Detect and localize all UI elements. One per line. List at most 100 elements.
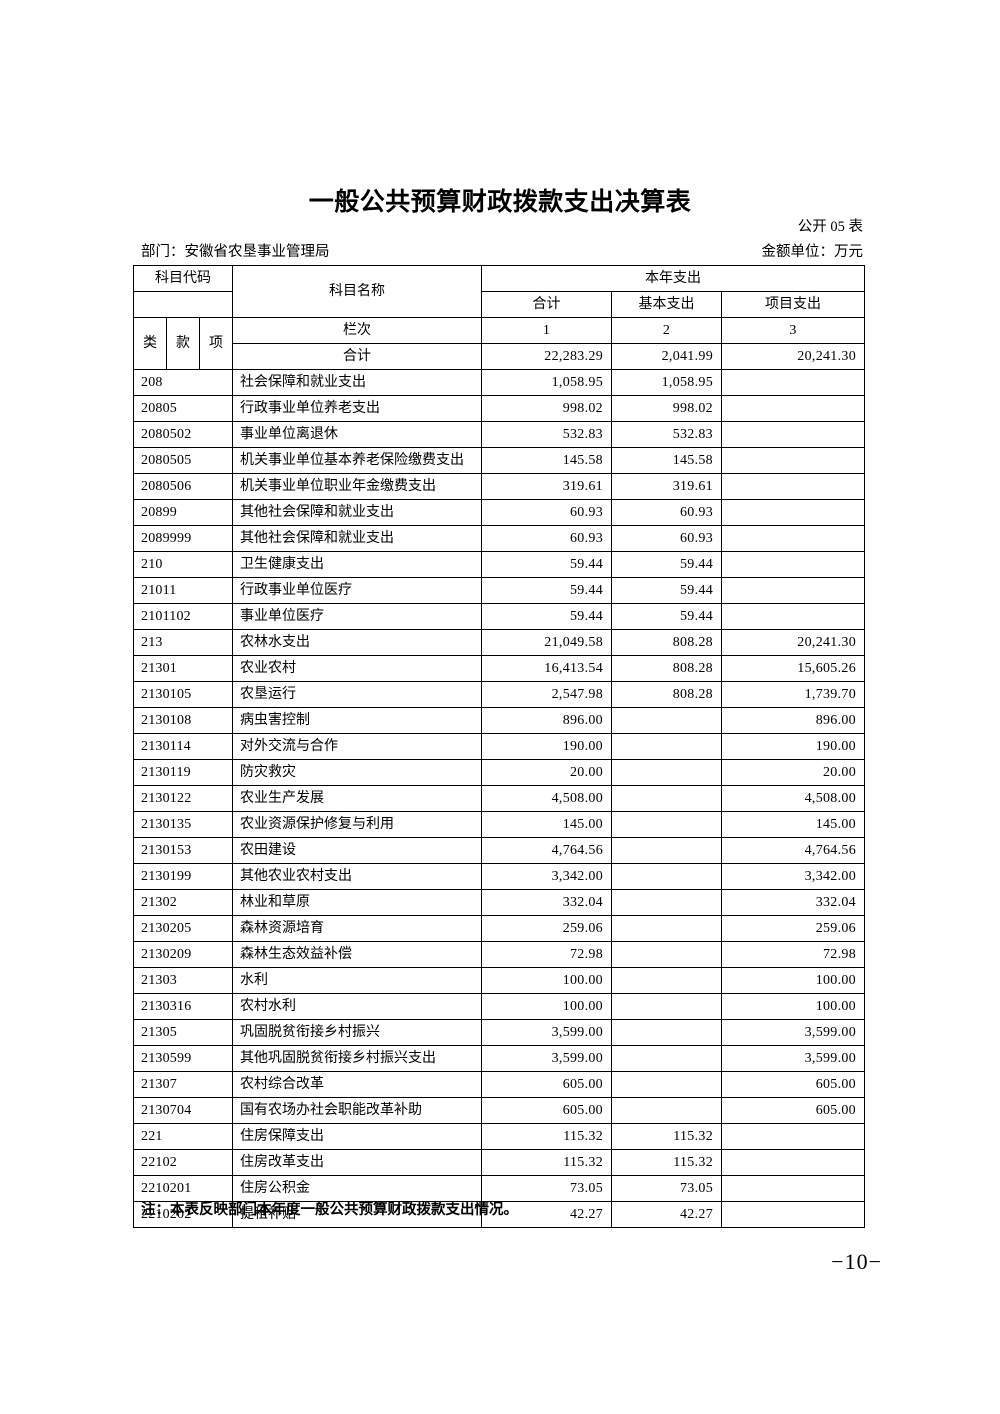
row-project: 100.00 — [721, 967, 865, 994]
row-total: 21,049.58 — [481, 629, 612, 656]
row-project: 20,241.30 — [721, 629, 865, 656]
row-basic — [611, 993, 722, 1020]
row-code: 21305 — [133, 1019, 233, 1046]
row-basic — [611, 1019, 722, 1046]
row-basic: 60.93 — [611, 499, 722, 526]
row-project: 3,599.00 — [721, 1045, 865, 1072]
row-subject-name: 机关事业单位职业年金缴费支出 — [232, 473, 482, 500]
row-subject-name: 森林资源培育 — [232, 915, 482, 942]
row-project — [721, 577, 865, 604]
row-basic: 115.32 — [611, 1123, 722, 1150]
table-row: 2130114 对外交流与合作 190.00 190.00 — [133, 733, 865, 760]
row-basic: 59.44 — [611, 551, 722, 578]
table-header-row-3: 类 款 项 栏次 1 2 3 — [133, 317, 865, 370]
row-subject-name: 农田建设 — [232, 837, 482, 864]
row-total: 20.00 — [481, 759, 612, 786]
row-basic — [611, 811, 722, 838]
row-total: 16,413.54 — [481, 655, 612, 682]
row-subject-name: 林业和草原 — [232, 889, 482, 916]
row-basic — [611, 941, 722, 968]
total-row-basic: 2,041.99 — [611, 343, 722, 370]
row-total: 59.44 — [481, 603, 612, 630]
table-row: 21301 农业农村 16,413.54 808.28 15,605.26 — [133, 655, 865, 682]
row-code: 2130704 — [133, 1097, 233, 1124]
row-code: 2130119 — [133, 759, 233, 786]
header-col-basic: 基本支出 — [611, 291, 722, 318]
row-basic — [611, 863, 722, 890]
row-subject-name: 住房公积金 — [232, 1175, 482, 1202]
row-subject-name: 机关事业单位基本养老保险缴费支出 — [232, 447, 482, 474]
row-subject-name: 提租补贴 — [232, 1201, 482, 1228]
table-row: 20805 行政事业单位养老支出 998.02 998.02 — [133, 395, 865, 422]
table-row: 22102 住房改革支出 115.32 115.32 — [133, 1149, 865, 1176]
table-row: 2130316 农村水利 100.00 100.00 — [133, 993, 865, 1020]
row-code: 2080502 — [133, 421, 233, 448]
row-subject-name: 国有农场办社会职能改革补助 — [232, 1097, 482, 1124]
row-code: 213 — [133, 629, 233, 656]
row-basic: 998.02 — [611, 395, 722, 422]
row-subject-name: 社会保障和就业支出 — [232, 369, 482, 396]
row-project — [721, 1201, 865, 1228]
table-row: 2210201 住房公积金 73.05 73.05 — [133, 1175, 865, 1202]
header-column-index-label: 栏次 — [232, 317, 482, 344]
table-row: 208 社会保障和就业支出 1,058.95 1,058.95 — [133, 369, 865, 396]
table-row: 210 卫生健康支出 59.44 59.44 — [133, 551, 865, 578]
row-basic: 808.28 — [611, 629, 722, 656]
row-basic: 1,058.95 — [611, 369, 722, 396]
row-basic: 808.28 — [611, 655, 722, 682]
row-project: 4,508.00 — [721, 785, 865, 812]
header-code-lei: 类 — [133, 317, 167, 370]
row-subject-name: 巩固脱贫衔接乡村振兴 — [232, 1019, 482, 1046]
row-project: 332.04 — [721, 889, 865, 916]
row-subject-name: 水利 — [232, 967, 482, 994]
row-total: 332.04 — [481, 889, 612, 916]
table-row: 213 农林水支出 21,049.58 808.28 20,241.30 — [133, 629, 865, 656]
row-total: 60.93 — [481, 499, 612, 526]
form-number: 公开 05 表 — [797, 219, 863, 235]
table-row: 2130209 森林生态效益补偿 72.98 72.98 — [133, 941, 865, 968]
table-row: 20899 其他社会保障和就业支出 60.93 60.93 — [133, 499, 865, 526]
row-total: 3,599.00 — [481, 1045, 612, 1072]
row-code: 2130122 — [133, 785, 233, 812]
row-project — [721, 525, 865, 552]
row-total: 319.61 — [481, 473, 612, 500]
table-row: 21307 农村综合改革 605.00 605.00 — [133, 1071, 865, 1098]
row-subject-name: 农林水支出 — [232, 629, 482, 656]
row-project: 20.00 — [721, 759, 865, 786]
header-subject-name: 科目名称 — [232, 265, 482, 318]
row-basic: 73.05 — [611, 1175, 722, 1202]
row-basic: 145.58 — [611, 447, 722, 474]
row-basic: 59.44 — [611, 577, 722, 604]
row-code: 2089999 — [133, 525, 233, 552]
amount-unit-line: 金额单位：万元 — [761, 244, 864, 260]
table-row: 2130135 农业资源保护修复与利用 145.00 145.00 — [133, 811, 865, 838]
row-subject-name: 住房改革支出 — [232, 1149, 482, 1176]
row-total: 73.05 — [481, 1175, 612, 1202]
row-basic: 319.61 — [611, 473, 722, 500]
table-row: 21011 行政事业单位医疗 59.44 59.44 — [133, 577, 865, 604]
budget-table-container: 科目代码 科目名称 本年支出 合计 基本支出 项目支出 类 款 项 栏次 1 2 — [133, 265, 865, 1228]
row-basic — [611, 759, 722, 786]
row-total: 115.32 — [481, 1149, 612, 1176]
row-total: 259.06 — [481, 915, 612, 942]
table-row: 2130704 国有农场办社会职能改革补助 605.00 605.00 — [133, 1097, 865, 1124]
table-row: 2089999 其他社会保障和就业支出 60.93 60.93 — [133, 525, 865, 552]
row-total: 145.58 — [481, 447, 612, 474]
table-total-row: 合计 22,283.29 2,041.99 20,241.30 — [134, 343, 865, 370]
row-code: 208 — [133, 369, 233, 396]
row-code: 21301 — [133, 655, 233, 682]
row-total: 3,342.00 — [481, 863, 612, 890]
row-code: 2130316 — [133, 993, 233, 1020]
row-code: 22102 — [133, 1149, 233, 1176]
row-basic: 60.93 — [611, 525, 722, 552]
row-total: 2,547.98 — [481, 681, 612, 708]
row-code: 2130209 — [133, 941, 233, 968]
row-subject-name: 其他社会保障和就业支出 — [232, 499, 482, 526]
row-project: 3,599.00 — [721, 1019, 865, 1046]
row-project — [721, 499, 865, 526]
row-project — [721, 1175, 865, 1202]
header-code-kuan: 款 — [166, 317, 200, 370]
table-row: 21305 巩固脱贫衔接乡村振兴 3,599.00 3,599.00 — [133, 1019, 865, 1046]
row-project — [721, 369, 865, 396]
row-basic: 59.44 — [611, 603, 722, 630]
